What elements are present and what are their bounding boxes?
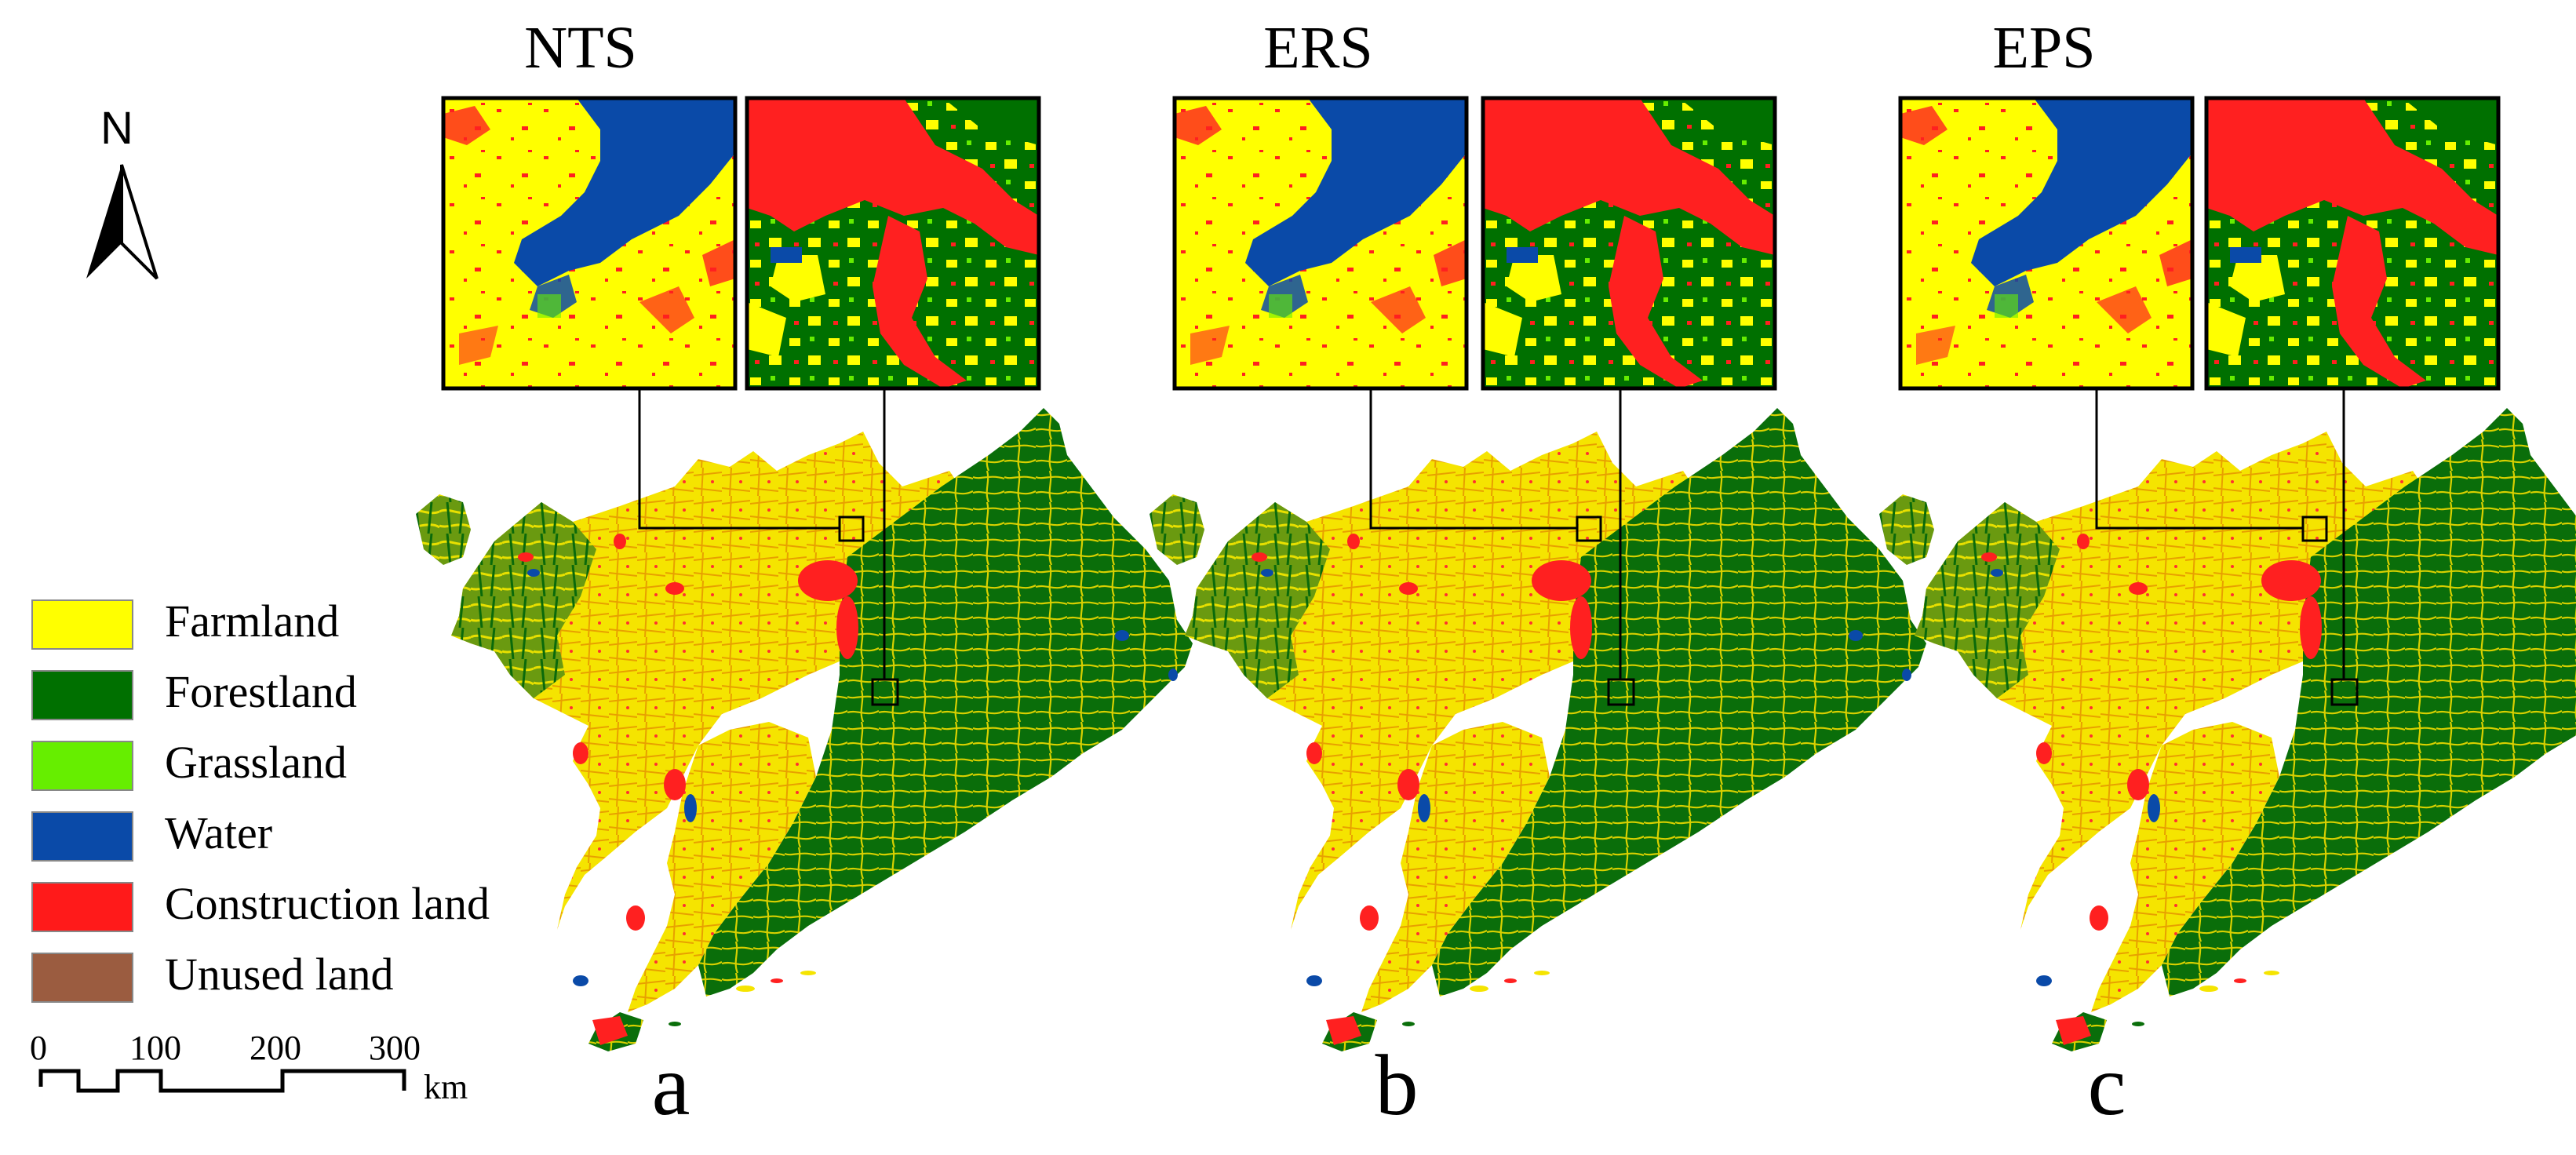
locator-box-urban bbox=[2330, 678, 2359, 706]
legend-label: Unused land bbox=[165, 949, 394, 1000]
north-label: N bbox=[100, 103, 133, 154]
legend-item: Farmland bbox=[31, 595, 581, 650]
connector-line-lake bbox=[2095, 388, 2303, 530]
panel-title-c: EPS bbox=[1992, 15, 2096, 81]
scale-tick-300: 300 bbox=[369, 1029, 421, 1067]
locator-box-lake bbox=[838, 516, 865, 542]
zoom-inset-urban bbox=[1483, 98, 1775, 388]
panel-letter-b: b bbox=[1375, 1037, 1419, 1133]
zoom-inset-urban-frame bbox=[2204, 96, 2501, 391]
connector-line-lake bbox=[638, 388, 840, 530]
legend-label: Forestland bbox=[165, 666, 357, 717]
map-panel-b bbox=[1150, 96, 1926, 1051]
zoom-inset-lake bbox=[1900, 98, 2192, 388]
zoom-inset-urban-frame bbox=[1481, 96, 1777, 391]
north-arrow-icon bbox=[86, 164, 158, 280]
scale-tick-0: 0 bbox=[30, 1029, 47, 1067]
panel-title-b: ERS bbox=[1263, 15, 1373, 81]
panel-title-a: NTS bbox=[524, 15, 637, 81]
legend-swatch bbox=[31, 741, 133, 791]
legend-swatch bbox=[31, 953, 133, 1003]
locator-box-lake bbox=[2301, 516, 2328, 542]
locator-box-urban bbox=[871, 678, 899, 706]
scale-bar bbox=[38, 1069, 406, 1093]
legend-label: Water bbox=[165, 807, 273, 858]
legend-label: Grassland bbox=[165, 737, 347, 788]
locator-box-lake bbox=[1576, 516, 1602, 542]
zoom-inset-lake-frame bbox=[441, 96, 738, 391]
zoom-inset-urban-frame bbox=[745, 96, 1041, 391]
connector-line-lake bbox=[1369, 388, 1577, 530]
zoom-inset-lake bbox=[1175, 98, 1467, 388]
legend-item: Forestland bbox=[31, 665, 581, 720]
province-map bbox=[1150, 408, 1926, 1051]
map-panel-c bbox=[1879, 96, 2576, 1051]
legend-label: Farmland bbox=[165, 596, 340, 647]
locator-box-urban bbox=[1607, 678, 1635, 706]
legend-swatch bbox=[31, 670, 133, 720]
map-panel-a bbox=[416, 96, 1193, 1051]
scale-tick-200: 200 bbox=[250, 1029, 301, 1067]
zoom-inset-lake bbox=[443, 98, 735, 388]
legend-item: Water bbox=[31, 807, 581, 862]
zoom-inset-lake-frame bbox=[1898, 96, 2195, 391]
legend-item: Construction land bbox=[31, 877, 581, 932]
scale-tick-100: 100 bbox=[129, 1029, 181, 1067]
legend-swatch bbox=[31, 599, 133, 650]
panel-letter-a: a bbox=[651, 1037, 690, 1133]
legend-label: Construction land bbox=[165, 878, 490, 929]
legend-item: Unused land bbox=[31, 948, 581, 1003]
zoom-inset-urban bbox=[2206, 98, 2498, 388]
panel-letter-c: c bbox=[2087, 1037, 2126, 1133]
zoom-inset-lake-frame bbox=[1172, 96, 1469, 391]
legend-swatch bbox=[31, 882, 133, 932]
province-map bbox=[1879, 408, 2576, 1051]
scale-unit: km bbox=[424, 1068, 468, 1106]
legend-swatch bbox=[31, 811, 133, 862]
zoom-inset-urban bbox=[747, 98, 1039, 388]
legend-item: Grassland bbox=[31, 736, 581, 791]
